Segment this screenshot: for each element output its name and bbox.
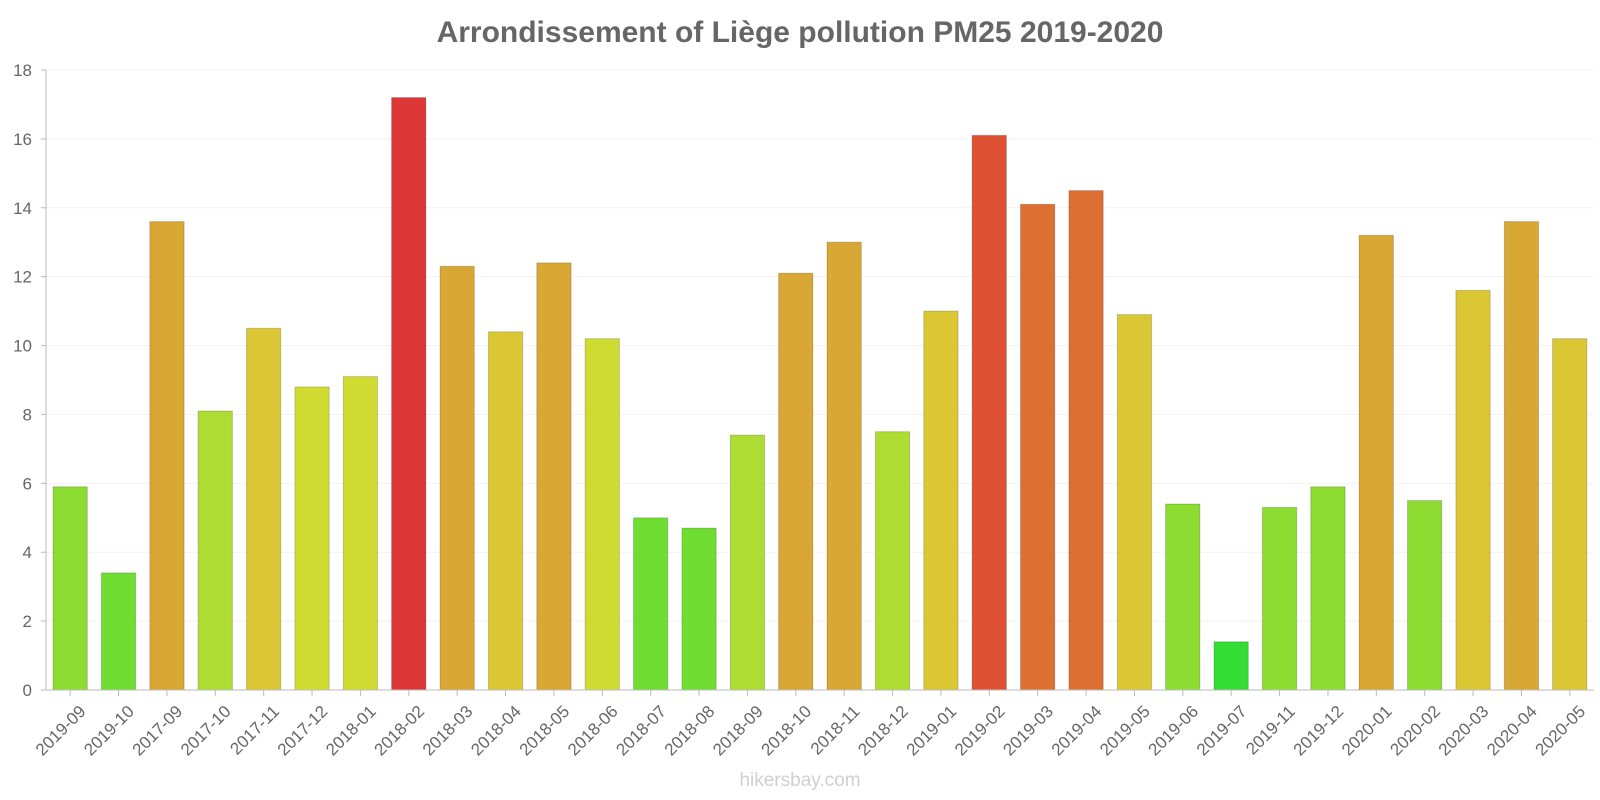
x-tick-label: 2019-05: [1096, 702, 1154, 760]
x-tick-label: 2018-02: [371, 702, 429, 760]
y-tick-label: 14: [13, 199, 32, 218]
bars: [52, 97, 1588, 691]
bar-2019-11[interactable]: [1261, 506, 1298, 691]
x-tick-label: 2019-12: [1290, 702, 1348, 760]
x-tick-label: 2019-02: [951, 702, 1009, 760]
bar-2019-10[interactable]: [100, 572, 137, 691]
chart-title: Arrondissement of Liège pollution PM25 2…: [436, 16, 1164, 49]
x-tick-label: 2018-06: [564, 702, 622, 760]
x-tick-label: 2017-09: [129, 702, 187, 760]
bar-2018-08[interactable]: [681, 527, 717, 691]
bar-2017-09[interactable]: [149, 221, 185, 691]
bar-2018-04[interactable]: [487, 331, 524, 691]
x-tick-label: 2018-09: [709, 702, 767, 760]
x-tick-label: 2020-02: [1386, 702, 1444, 760]
y-tick-label: 12: [13, 268, 32, 287]
y-tick-label: 10: [13, 337, 32, 356]
x-tick-label: 2019-07: [1193, 702, 1251, 760]
x-tick-label: 2017-10: [177, 702, 235, 760]
y-tick-label: 18: [13, 61, 32, 80]
bar-2019-09[interactable]: [52, 486, 88, 691]
x-tick-label: 2020-03: [1435, 702, 1493, 760]
bar-2020-05[interactable]: [1552, 338, 1588, 691]
y-tick-label: 0: [23, 681, 32, 700]
bar-2019-02[interactable]: [971, 134, 1007, 691]
bar-2017-11[interactable]: [246, 327, 282, 691]
y-tick-label: 4: [23, 543, 32, 562]
x-tick-label: 2020-04: [1483, 702, 1541, 760]
bar-2018-01[interactable]: [342, 376, 379, 691]
x-tick-label: 2018-12: [854, 702, 912, 760]
x-tick-labels: 2019-092019-102017-092017-102017-112017-…: [32, 690, 1589, 759]
axes: [45, 70, 1594, 691]
x-tick-label: 2017-11: [226, 702, 283, 759]
bar-2018-10[interactable]: [778, 272, 814, 691]
x-tick-label: 2018-01: [322, 702, 380, 760]
x-tick-label: 2018-07: [612, 702, 670, 760]
x-tick-label: 2018-10: [758, 702, 816, 760]
y-tick-label: 8: [23, 405, 32, 424]
bar-2018-11[interactable]: [826, 241, 862, 691]
x-tick-label: 2019-10: [80, 702, 138, 760]
bar-2020-02[interactable]: [1407, 500, 1443, 691]
y-tick-labels: 0 2 4 6 8 10 12 14 16 18: [13, 61, 46, 700]
bar-2019-07[interactable]: [1213, 641, 1249, 691]
x-tick-label: 2019-06: [1145, 702, 1203, 760]
bar-2020-01[interactable]: [1358, 234, 1394, 691]
y-tick-label: 2: [23, 612, 32, 631]
bar-2018-12[interactable]: [874, 431, 911, 691]
x-tick-label: 2018-11: [807, 702, 864, 759]
x-tick-label: 2018-05: [516, 702, 574, 760]
x-tick-label: 2019-04: [1048, 702, 1106, 760]
bar-2019-06[interactable]: [1165, 503, 1201, 691]
bar-2017-10[interactable]: [197, 410, 233, 691]
bar-2019-12[interactable]: [1310, 486, 1346, 691]
x-tick-label: 2018-04: [467, 702, 525, 760]
y-tick-label: 6: [23, 474, 32, 493]
bar-2018-03[interactable]: [439, 265, 475, 691]
y-tick-label: 16: [13, 130, 32, 149]
x-tick-label: 2019-03: [999, 702, 1057, 760]
x-tick-label: 2017-12: [274, 702, 332, 760]
bar-2019-01[interactable]: [923, 310, 959, 691]
bar-2020-03[interactable]: [1455, 289, 1491, 691]
bar-2017-12[interactable]: [294, 386, 330, 691]
x-tick-label: 2018-08: [661, 702, 719, 760]
x-tick-label: 2018-03: [419, 702, 477, 760]
bar-2018-07[interactable]: [633, 517, 669, 691]
bar-2018-02[interactable]: [391, 97, 427, 691]
bar-2018-09[interactable]: [729, 434, 766, 691]
bar-2019-05[interactable]: [1116, 314, 1153, 691]
watermark: hikersbay.com: [739, 770, 861, 791]
x-tick-label: 2020-05: [1532, 702, 1590, 760]
bar-2019-04[interactable]: [1068, 190, 1104, 691]
bar-2020-04[interactable]: [1503, 221, 1540, 691]
bar-2018-06[interactable]: [584, 338, 620, 691]
bar-2018-05[interactable]: [536, 262, 572, 691]
x-tick-label: 2019-11: [1242, 702, 1299, 759]
x-tick-label: 2019-09: [32, 702, 90, 760]
bar-2019-03[interactable]: [1020, 203, 1056, 691]
x-tick-label: 2020-01: [1338, 702, 1396, 760]
x-tick-label: 2019-01: [903, 702, 961, 760]
